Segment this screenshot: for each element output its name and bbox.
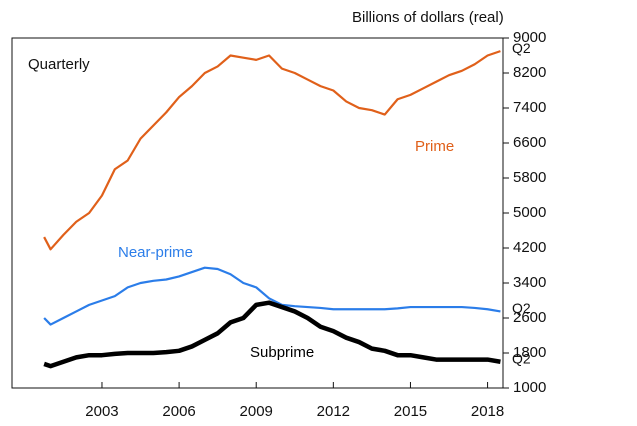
x-tick-label: 2003	[85, 403, 118, 420]
series-line	[43, 50, 501, 251]
y-tick-label: 2600	[513, 309, 546, 326]
annotation: Quarterly	[28, 56, 90, 73]
end-label: Q2	[512, 300, 531, 316]
y-tick-label: 1800	[513, 344, 546, 361]
y-tick-label: 3400	[513, 274, 546, 291]
end-label: Q2	[512, 350, 531, 366]
series-label: Prime	[415, 138, 454, 155]
x-tick-label: 2012	[317, 403, 350, 420]
y-tick-label: 5000	[513, 204, 546, 221]
y-tick-label: 6600	[513, 134, 546, 151]
series-line	[43, 266, 501, 326]
plot-frame	[11, 37, 504, 389]
y-tick-label: 4200	[513, 239, 546, 256]
y-tick-label: 8200	[513, 64, 546, 81]
x-tick-label: 2018	[471, 403, 504, 420]
y-tick-label: 9000	[513, 29, 546, 46]
x-tick-label: 2015	[394, 403, 427, 420]
y-tick-label: 7400	[513, 99, 546, 116]
y-tick-label: 5800	[513, 169, 546, 186]
series-label: Subprime	[250, 344, 314, 361]
x-tick-label: 2009	[240, 403, 273, 420]
x-tick-label: 2006	[162, 403, 195, 420]
series-label: Near-prime	[118, 244, 193, 261]
series-line	[43, 300, 501, 369]
y-tick-label: 1000	[513, 379, 546, 396]
y-axis-label: Billions of dollars (real)	[352, 9, 504, 26]
end-label: Q2	[512, 40, 531, 56]
